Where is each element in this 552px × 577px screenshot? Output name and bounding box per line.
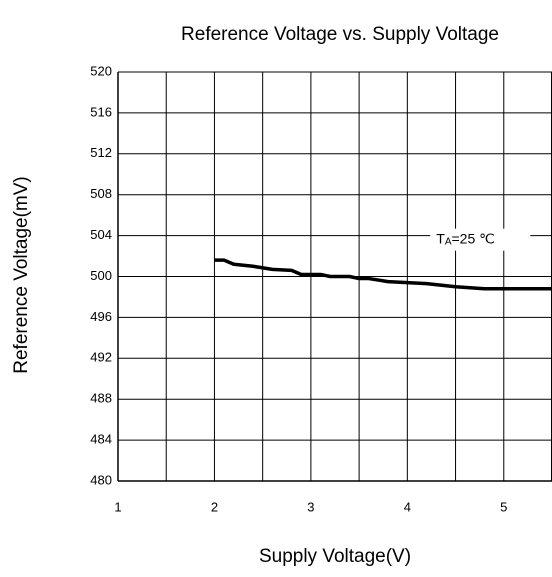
y-tick-label: 492 [90, 350, 112, 365]
x-tick-label: 4 [404, 499, 411, 514]
y-tick-label: 484 [90, 432, 112, 447]
x-tick-label: 3 [307, 499, 314, 514]
x-axis-label: Supply Voltage(V) [259, 546, 411, 567]
y-tick-label: 496 [90, 309, 112, 324]
y-tick-label: 504 [90, 227, 112, 242]
y-tick-label: 508 [90, 186, 112, 201]
y-tick-label: 480 [90, 472, 112, 487]
y-tick-label: 520 [90, 63, 112, 78]
annotation-subscript: A [445, 236, 452, 247]
y-tick-label: 500 [90, 268, 112, 283]
series-line [214, 258, 552, 291]
chart-title: Reference Voltage vs. Supply Voltage [181, 24, 499, 45]
y-tick-label: 512 [90, 145, 112, 160]
x-tick-label: 5 [500, 499, 507, 514]
annotation-text: T [436, 230, 445, 246]
y-tick-label: 488 [90, 391, 112, 406]
annotation-box [430, 228, 531, 251]
annotation-rest: =25 ℃ [452, 230, 495, 246]
x-tick-label: 2 [211, 499, 218, 514]
x-tick-label: 1 [114, 499, 121, 514]
y-axis-label: Reference Voltage(mV) [11, 176, 32, 374]
y-tick-label: 516 [90, 104, 112, 119]
annotation: TA=25 ℃ [436, 230, 495, 247]
